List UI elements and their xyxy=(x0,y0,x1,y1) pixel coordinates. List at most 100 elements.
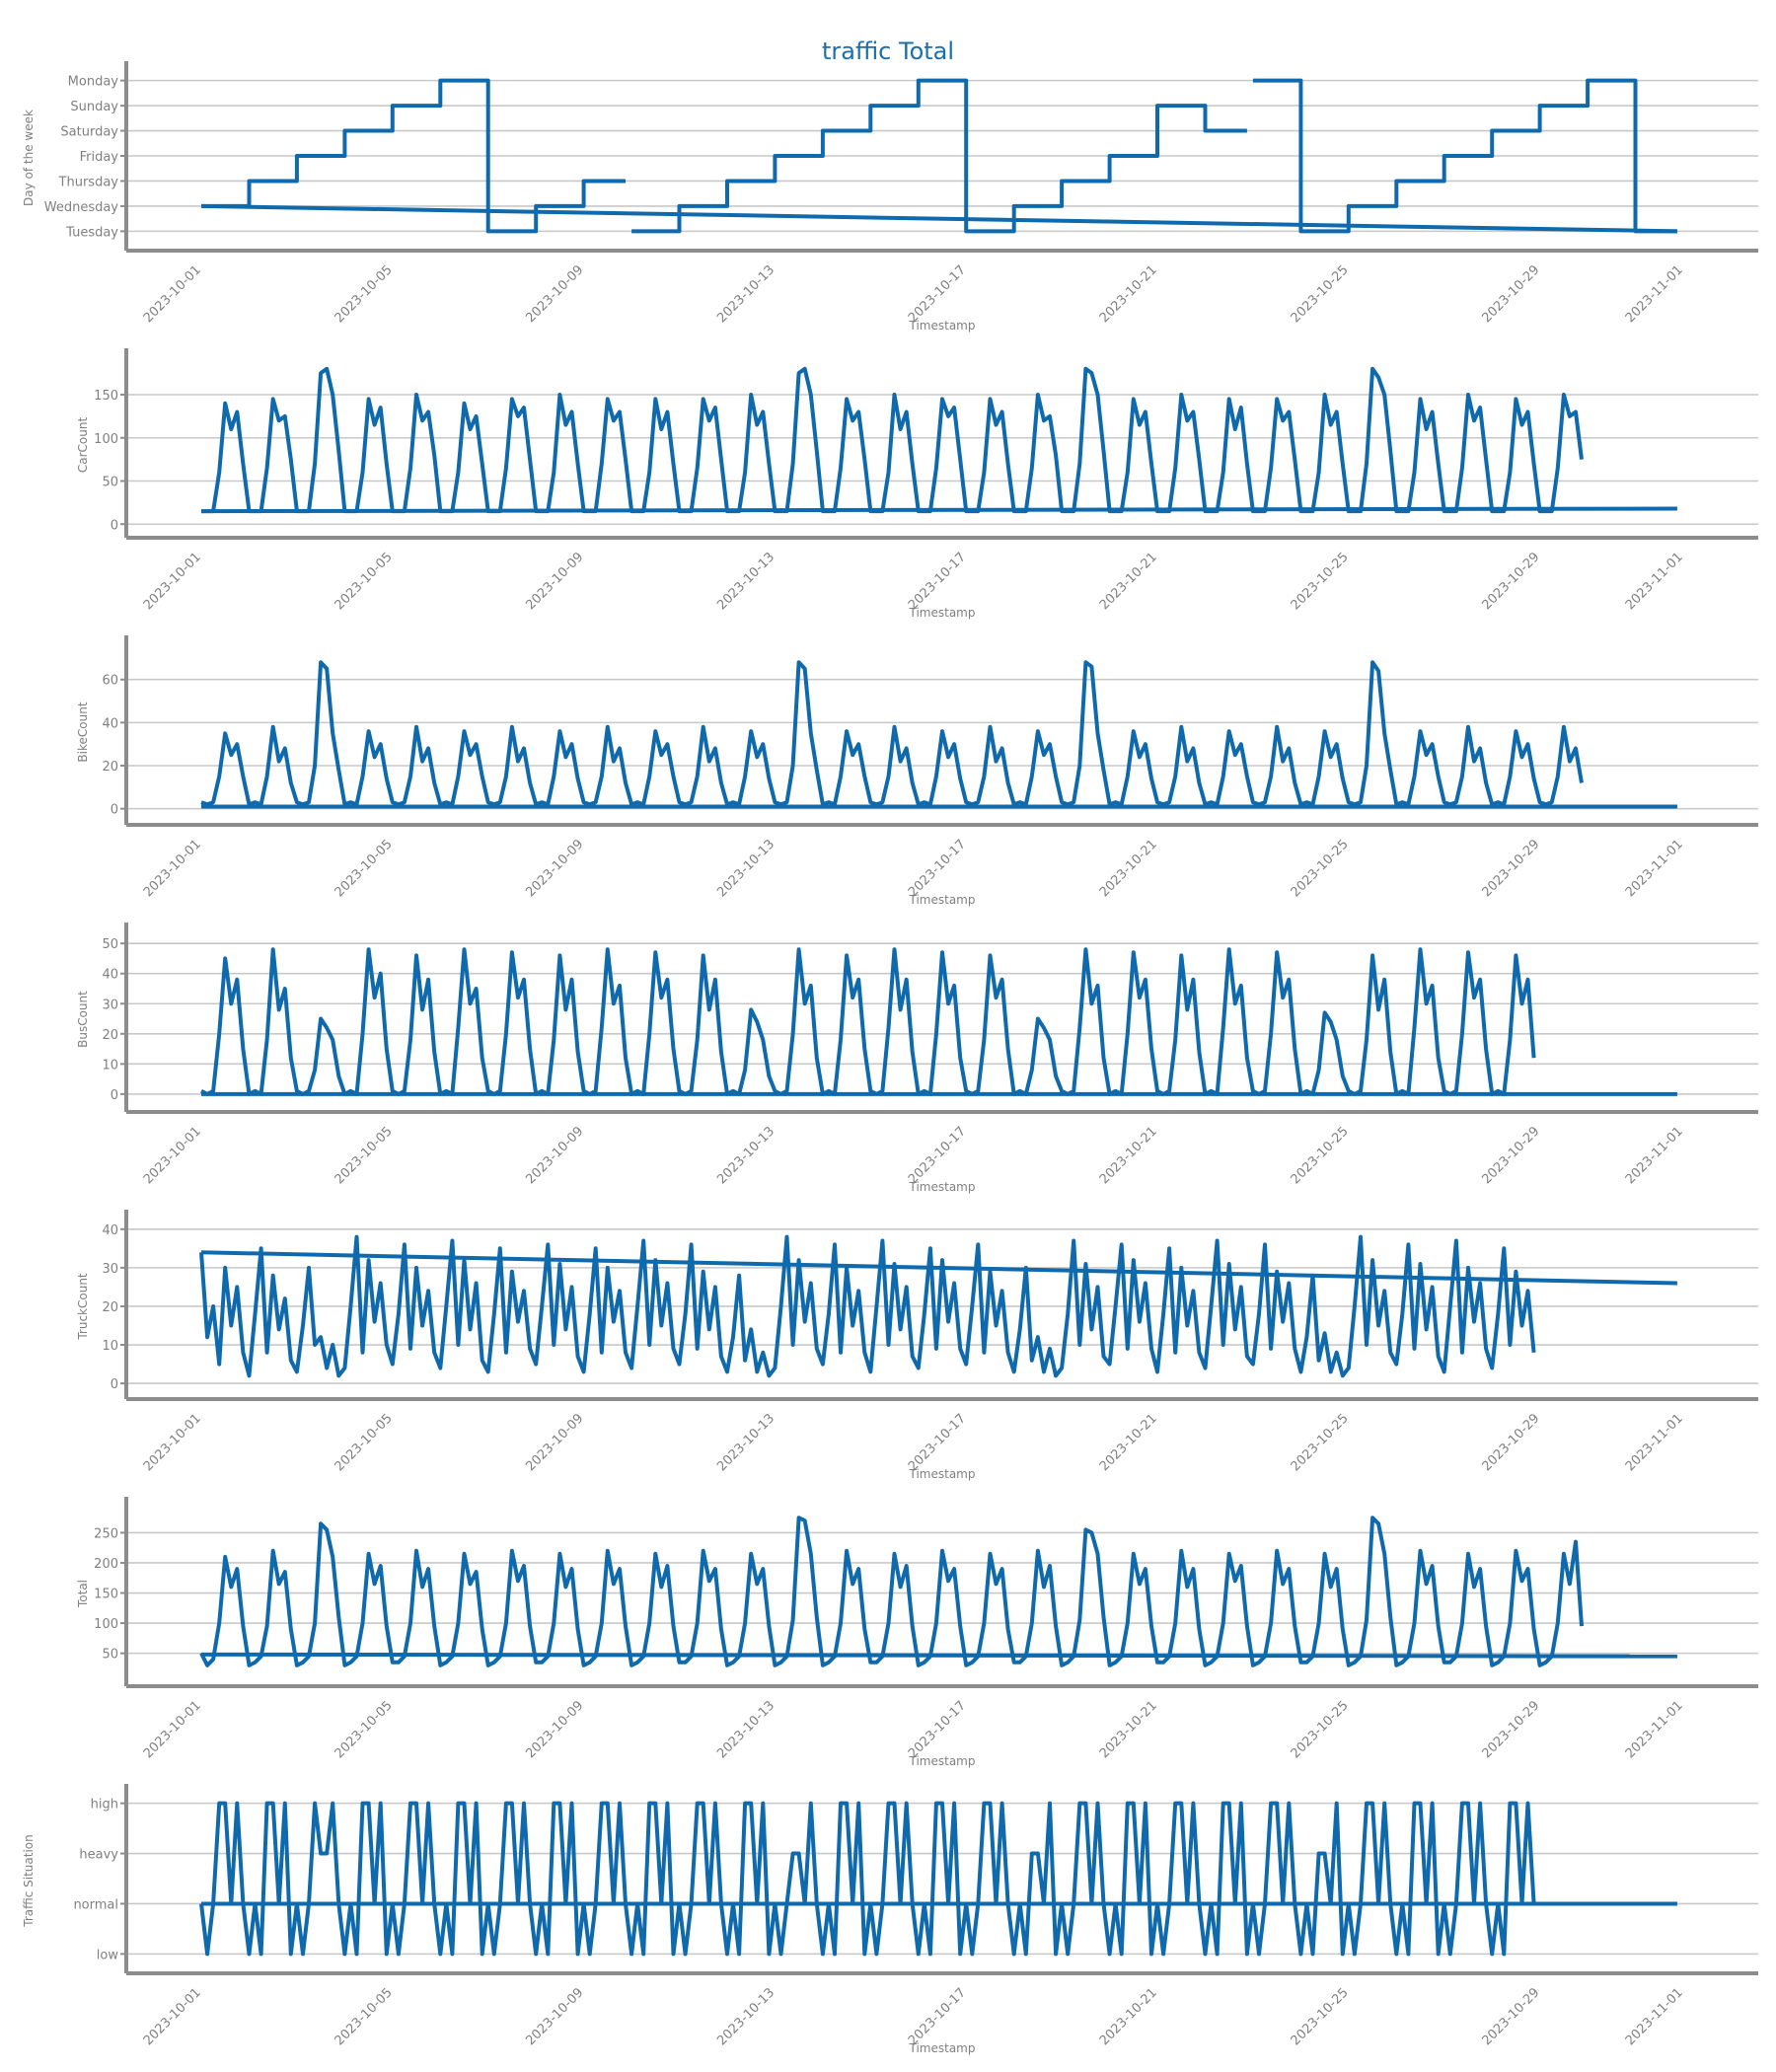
y-tick-label: 10 xyxy=(102,1058,118,1073)
x-tick-label: 2023-10-21 xyxy=(1097,1411,1160,1474)
x-tick-label: 2023-10-17 xyxy=(906,262,969,326)
x-tick-label: 2023-10-09 xyxy=(523,550,586,613)
x-tick-label: 2023-10-09 xyxy=(523,1411,586,1474)
y-axis-label: Traffic Situation xyxy=(22,1834,36,1927)
x-tick-label: 2023-10-21 xyxy=(1097,837,1160,900)
y-tick-label: normal xyxy=(73,1897,118,1912)
y-tick-label: 50 xyxy=(102,1648,118,1663)
x-tick-label: 2023-10-29 xyxy=(1479,837,1542,900)
series-line xyxy=(200,660,1584,807)
x-tick-label: 2023-10-29 xyxy=(1479,1698,1542,1761)
x-tick-label: 2023-11-01 xyxy=(1623,837,1686,900)
y-tick-label: 20 xyxy=(102,1028,118,1043)
x-tick-label: 2023-10-25 xyxy=(1289,837,1352,900)
x-tick-label: 2023-10-21 xyxy=(1097,550,1160,613)
y-tick-label: 0 xyxy=(111,518,118,533)
y-tick-label: 100 xyxy=(94,1617,118,1632)
y-tick-label: 30 xyxy=(102,1262,118,1277)
x-tick-label: 2023-10-09 xyxy=(523,1985,586,2048)
panel-car_count: 0 50 100 150 2023-10-01 2023-10-05 2023-10-09 2… xyxy=(76,348,1758,620)
y-tick-label: 200 xyxy=(94,1557,118,1572)
x-axis-label: Timestamp xyxy=(909,893,976,907)
x-tick-label: 2023-10-29 xyxy=(1479,1411,1542,1474)
x-tick-label: 2023-10-09 xyxy=(523,262,586,326)
y-axis-label: BusCount xyxy=(76,991,90,1048)
y-axis-label: TruckCount xyxy=(76,1273,90,1341)
y-tick-label: Monday xyxy=(68,75,119,90)
x-tick-label: 2023-11-01 xyxy=(1623,1698,1686,1761)
y-tick-label: low xyxy=(97,1948,119,1962)
x-axis-label: Timestamp xyxy=(909,1467,976,1481)
x-tick-label: 2023-10-29 xyxy=(1479,1985,1542,2048)
x-axis-label: Timestamp xyxy=(909,2041,976,2055)
x-axis-label: Timestamp xyxy=(909,606,976,620)
y-tick-label: Tuesday xyxy=(65,225,118,240)
y-tick-label: 20 xyxy=(102,1300,118,1315)
x-tick-label: 2023-10-05 xyxy=(333,1124,396,1187)
y-tick-label: 250 xyxy=(94,1526,118,1541)
y-tick-label: 0 xyxy=(111,1377,118,1392)
y-tick-label: Sunday xyxy=(70,100,118,114)
x-axis-label: Timestamp xyxy=(909,1180,976,1194)
series-wraparound-line xyxy=(200,1250,1677,1286)
x-tick-label: 2023-10-25 xyxy=(1289,550,1352,613)
x-tick-label: 2023-10-01 xyxy=(141,1985,204,2048)
x-tick-label: 2023-11-01 xyxy=(1623,1124,1686,1187)
x-tick-label: 2023-10-25 xyxy=(1289,1985,1352,2048)
x-tick-label: 2023-10-01 xyxy=(141,1698,204,1761)
x-tick-label: 2023-10-25 xyxy=(1289,262,1352,326)
panel-bus_count: 0 10 20 30 40 50 2023-10-01 2023-10-05 2023-10-0… xyxy=(76,923,1758,1194)
x-tick-label: 2023-10-13 xyxy=(714,1124,777,1187)
x-tick-label: 2023-10-13 xyxy=(714,837,777,900)
y-tick-label: 10 xyxy=(102,1339,118,1354)
y-axis-label: CarCount xyxy=(76,417,90,474)
x-tick-label: 2023-10-17 xyxy=(906,1698,969,1761)
x-tick-label: 2023-10-25 xyxy=(1289,1124,1352,1187)
y-tick-label: 20 xyxy=(102,760,118,775)
x-tick-label: 2023-10-13 xyxy=(714,1985,777,2048)
x-tick-label: 2023-10-13 xyxy=(714,550,777,613)
panel-total: 50 100 150 200 250 2023-10-01 2023-10-05 2023-1… xyxy=(76,1497,1758,1768)
y-tick-label: 100 xyxy=(94,432,118,447)
series-line xyxy=(199,1234,1536,1378)
x-tick-label: 2023-10-01 xyxy=(141,837,204,900)
y-tick-label: 40 xyxy=(102,968,118,983)
x-tick-label: 2023-10-01 xyxy=(141,550,204,613)
x-tick-label: 2023-10-01 xyxy=(141,262,204,326)
y-tick-label: 40 xyxy=(102,716,118,731)
x-tick-label: 2023-10-17 xyxy=(906,837,969,900)
x-axis-label: Timestamp xyxy=(909,1754,976,1768)
y-tick-label: 50 xyxy=(102,476,118,490)
x-tick-label: 2023-10-05 xyxy=(333,550,396,613)
panel-truck_count: 0 10 20 30 40 2023-10-01 2023-10-05 2023-10-09 2… xyxy=(76,1210,1758,1481)
y-tick-label: 30 xyxy=(102,998,118,1012)
y-axis-label: Total xyxy=(76,1580,90,1608)
x-tick-label: 2023-10-05 xyxy=(333,837,396,900)
x-tick-label: 2023-10-09 xyxy=(523,1124,586,1187)
series-line-segment xyxy=(201,78,626,234)
panel-traffic_situation: low normal heavy high 2023-10-01 2023-10-05 20… xyxy=(22,1784,1758,2055)
panel-bike_count: 0 20 40 60 2023-10-01 2023-10-05 2023-10-09 202… xyxy=(76,635,1758,907)
x-tick-label: 2023-10-05 xyxy=(333,1985,396,2048)
x-tick-label: 2023-11-01 xyxy=(1623,1411,1686,1474)
x-tick-label: 2023-10-21 xyxy=(1097,1985,1160,2048)
series-wraparound-line xyxy=(200,203,1677,234)
y-tick-label: Friday xyxy=(80,150,119,165)
x-tick-label: 2023-10-05 xyxy=(333,262,396,326)
x-tick-label: 2023-10-21 xyxy=(1097,1698,1160,1761)
x-tick-label: 2023-10-29 xyxy=(1479,262,1542,326)
y-tick-label: 150 xyxy=(94,1588,118,1602)
x-tick-label: 2023-10-01 xyxy=(141,1124,204,1187)
x-tick-label: 2023-10-09 xyxy=(523,1698,586,1761)
y-axis-label: Day of the week xyxy=(22,110,36,206)
x-tick-label: 2023-10-17 xyxy=(906,550,969,613)
x-tick-label: 2023-11-01 xyxy=(1623,262,1686,326)
x-axis-label: Timestamp xyxy=(909,319,976,333)
y-tick-label: high xyxy=(91,1798,118,1813)
y-tick-label: 150 xyxy=(94,389,118,404)
series-line-segment xyxy=(1252,78,1677,234)
x-tick-label: 2023-11-01 xyxy=(1623,1985,1686,2048)
series-line xyxy=(200,947,1536,1096)
y-tick-label: heavy xyxy=(79,1848,118,1863)
